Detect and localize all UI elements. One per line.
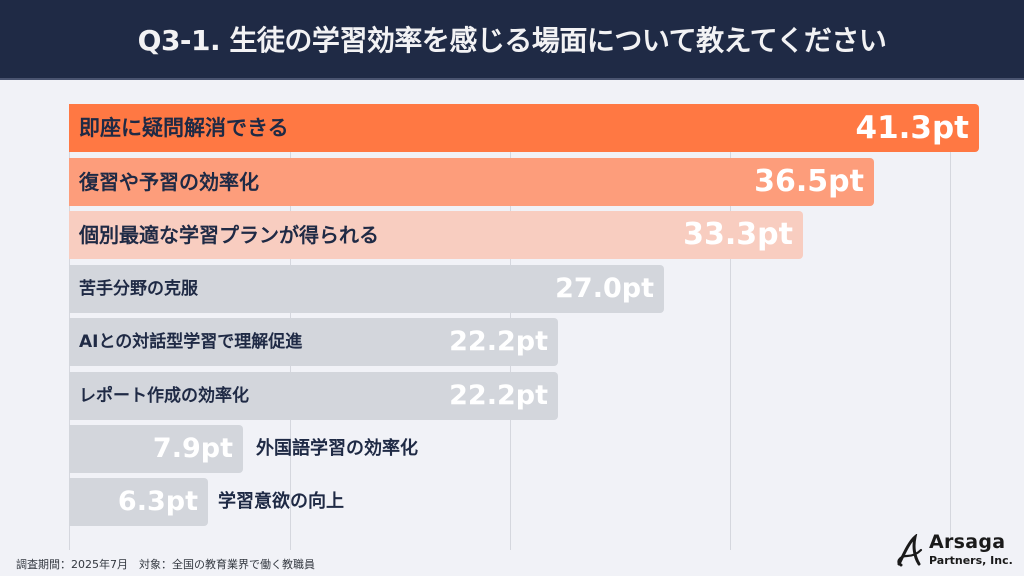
bar-learning-motivation: 6.3pt <box>69 478 208 526</box>
bar-label-outside: 学習意欲の向上 <box>218 491 344 512</box>
bar-review-preview-efficiency: 復習や予習の効率化 36.5pt <box>69 158 874 206</box>
bar-personalized-learning-plan: 個別最適な学習プランが得られる 33.3pt <box>69 211 803 259</box>
bar-value: 22.2pt <box>449 326 548 357</box>
bar-label: レポート作成の効率化 <box>79 386 249 406</box>
bar-foreign-language-efficiency: 7.9pt <box>69 425 243 473</box>
bar-value: 7.9pt <box>152 433 233 464</box>
arsaga-logo-icon <box>897 534 923 567</box>
bar-label: 個別最適な学習プランが得られる <box>79 223 379 247</box>
bar-value: 6.3pt <box>117 486 198 517</box>
bar-value: 36.5pt <box>754 164 864 199</box>
bar-overcome-weak-areas: 苦手分野の克服 27.0pt <box>69 265 664 313</box>
bar-value: 22.2pt <box>449 380 548 411</box>
logo-subtitle: Partners, Inc. <box>929 554 1013 567</box>
survey-note: 調査期間：2025年7月 対象：全国の教育業界で働く教職員 <box>16 558 315 571</box>
title-banner: Q3-1. 生徒の学習効率を感じる場面について教えてください <box>0 0 1024 80</box>
bar-ai-dialogue-learning: AIとの対話型学習で理解促進 22.2pt <box>69 318 558 366</box>
bar-value: 27.0pt <box>555 273 654 304</box>
bar-value: 41.3pt <box>855 110 970 146</box>
bar-chart: 即座に疑問解消できる 41.3pt 復習や予習の効率化 36.5pt 個別最適な… <box>0 80 1024 550</box>
bar-label: 復習や予習の効率化 <box>79 170 259 194</box>
bar-instant-question-resolution: 即座に疑問解消できる 41.3pt <box>69 104 979 152</box>
gridline-40 <box>950 104 951 550</box>
gridline-30 <box>730 104 731 550</box>
bar-label: AIとの対話型学習で理解促進 <box>79 332 303 352</box>
bar-value: 33.3pt <box>683 217 793 252</box>
logo-name: Arsaga <box>929 531 1006 553</box>
bar-label: 即座に疑問解消できる <box>79 116 289 140</box>
bar-label: 苦手分野の克服 <box>79 279 198 299</box>
page-title: Q3-1. 生徒の学習効率を感じる場面について教えてください <box>137 24 887 57</box>
company-logo: Arsaga Partners, Inc. <box>895 530 1020 572</box>
bar-report-writing-efficiency: レポート作成の効率化 22.2pt <box>69 372 558 420</box>
bar-label-outside: 外国語学習の効率化 <box>256 438 418 459</box>
